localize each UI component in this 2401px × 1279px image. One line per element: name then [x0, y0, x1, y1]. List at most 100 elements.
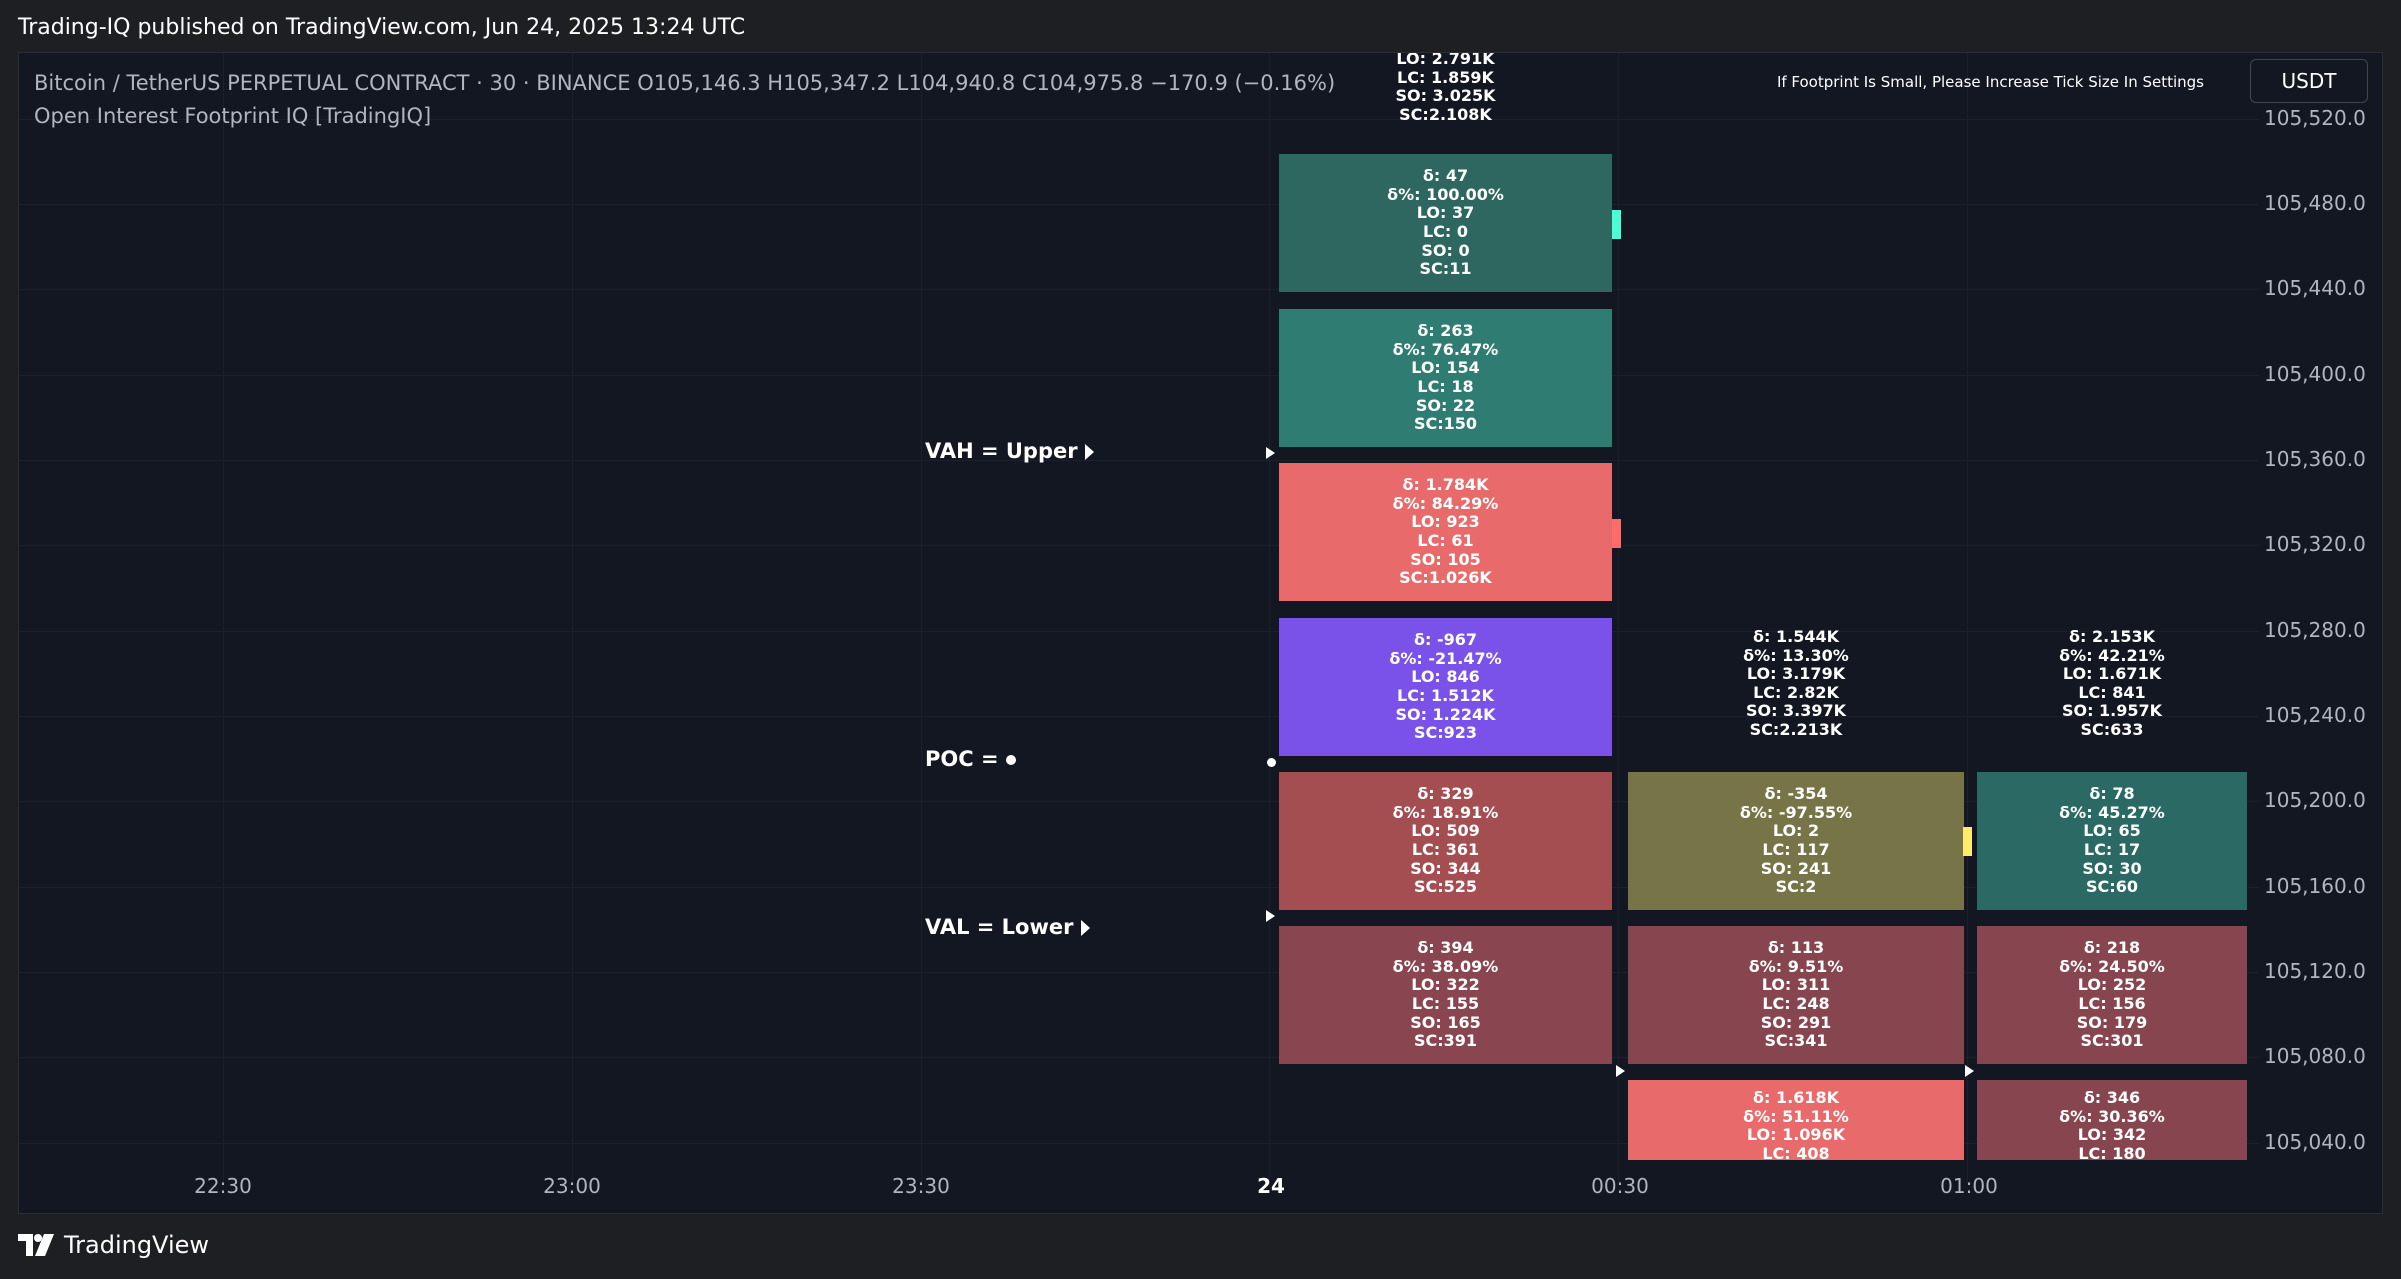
cell-line: SC:2 [1775, 877, 1817, 897]
cell-line: LO: 509 [1411, 821, 1480, 841]
cell-line: LO: 1.096K [1746, 1125, 1846, 1145]
cell-line: SO: 241 [1760, 858, 1832, 878]
cell-line: LC: 117 [1762, 840, 1830, 859]
grid-line [19, 204, 2259, 205]
footprint-cell[interactable]: δ: 394 δ%: 38.09% LO: 322 LC: 155 SO: 16… [1279, 926, 1612, 1064]
price-tick: 105,320.0 [2264, 532, 2366, 556]
tradingview-logo[interactable]: TradingView [18, 1231, 209, 1259]
cell-line: LC: 18 [1417, 377, 1474, 396]
footprint-cell[interactable]: δ: 1.784K δ%: 84.29% LO: 923 LC: 61 SO: … [1279, 463, 1612, 601]
chart-pane[interactable]: Bitcoin / TetherUS PERPETUAL CONTRACT · … [18, 52, 2383, 1214]
price-tick: 105,520.0 [2264, 106, 2366, 130]
grid-line [19, 716, 2259, 717]
cell-line: δ%: 18.91% [1392, 802, 1499, 822]
grid-line [19, 289, 2259, 290]
cell-line: δ%: 24.50% [2059, 956, 2165, 976]
val-arrow-icon [1965, 1065, 1974, 1077]
cell-line: δ%: 100.00% [1387, 184, 1504, 204]
cell-line: SO: 291 [1760, 1012, 1832, 1032]
grid-line [19, 887, 2259, 888]
cell-line: δ%: 84.29% [1392, 493, 1499, 513]
symbol-ohlc-line[interactable]: Bitcoin / TetherUS PERPETUAL CONTRACT · … [34, 71, 1336, 95]
imbalance-marker [1612, 210, 1621, 239]
summary-line: SC:2.108K [1399, 104, 1492, 124]
val-arrow-icon [1616, 1065, 1625, 1077]
grid-line [19, 1057, 2259, 1058]
grid-line [19, 119, 2259, 120]
cell-line: LC: 155 [1411, 994, 1480, 1013]
price-tick: 105,360.0 [2264, 447, 2366, 471]
summary-line: SO: 3.397K [1745, 701, 1847, 721]
cell-line: δ: 263 [1417, 321, 1474, 341]
summary-line: LC: 1.859K [1397, 67, 1494, 87]
cell-line: LC: 17 [2083, 840, 2141, 859]
cell-line: δ%: 51.11% [1743, 1106, 1849, 1126]
price-tick: 105,040.0 [2264, 1130, 2366, 1154]
cell-line: LC: 61 [1417, 531, 1474, 550]
cell-line: δ: -354 [1764, 784, 1828, 804]
time-tick: 23:30 [892, 1174, 950, 1198]
summary-line: LC: 2.82K [1753, 682, 1839, 702]
price-tick: 105,160.0 [2264, 874, 2366, 898]
imbalance-marker [1612, 519, 1621, 548]
footprint-cell[interactable]: δ: 113 δ%: 9.51% LO: 311 LC: 248 SO: 291… [1628, 926, 1964, 1064]
cell-line: δ: 78 [2089, 784, 2135, 804]
cell-line: δ%: -21.47% [1389, 648, 1502, 668]
summary-line: SC:633 [2080, 719, 2144, 739]
footprint-cell[interactable]: δ: 329 δ%: 18.91% LO: 509 LC: 361 SO: 34… [1279, 772, 1612, 910]
summary-line: LC: 841 [2078, 682, 2146, 702]
cell-line: LC: 361 [1411, 840, 1480, 859]
footprint-cell[interactable]: δ: -354 δ%: -97.55% LO: 2 LC: 117 SO: 24… [1628, 772, 1964, 910]
time-tick: 00:30 [1591, 1174, 1649, 1198]
cell-line: SC:301 [2080, 1031, 2144, 1051]
cell-line: δ%: -97.55% [1739, 802, 1853, 822]
cell-line: LO: 846 [1411, 667, 1480, 687]
cell-line: SO: 165 [1410, 1012, 1481, 1032]
indicator-name[interactable]: Open Interest Footprint IQ [TradingIQ] [34, 104, 432, 128]
cell-line: δ: 113 [1767, 938, 1825, 958]
grid-line [19, 631, 2259, 632]
footprint-cell[interactable]: δ: 218 δ%: 24.50% LO: 252 LC: 156 SO: 17… [1977, 926, 2247, 1064]
vah-arrow-icon [1266, 447, 1275, 459]
cell-line: SO: 22 [1415, 395, 1476, 415]
grid-line [19, 801, 2259, 802]
cell-line: δ: -967 [1414, 630, 1477, 650]
footprint-cell[interactable]: δ: 47 δ%: 100.00% LO: 37 LC: 0 SO: 0 SC:… [1279, 154, 1612, 292]
cell-line: SO: 105 [1410, 549, 1481, 569]
grid-line [19, 375, 2259, 376]
cell-line: δ: 47 [1422, 166, 1469, 186]
time-tick: 24 [1257, 1174, 1285, 1198]
time-tick: 22:30 [194, 1174, 252, 1198]
footprint-cell[interactable]: δ: 263 δ%: 76.47% LO: 154 LC: 18 SO: 22 … [1279, 309, 1612, 447]
summary-line: δ: 1.544K [1753, 627, 1839, 646]
footprint-summary: LO: 2.791K LC: 1.859K SO: 3.025K SC:2.10… [1279, 52, 1612, 124]
cell-line: δ: 1.784K [1402, 475, 1489, 495]
cell-line: δ: 329 [1417, 784, 1474, 804]
price-tick: 105,400.0 [2264, 362, 2366, 386]
chart-legend[interactable]: Bitcoin / TetherUS PERPETUAL CONTRACT · … [34, 67, 1335, 133]
summary-line: SC:2.213K [1749, 719, 1843, 739]
cell-line: δ%: 9.51% [1748, 956, 1844, 976]
cell-line: SC:150 [1413, 414, 1478, 434]
price-tick: 105,440.0 [2264, 276, 2366, 300]
footprint-cell[interactable]: δ: 346 δ%: 30.36% LO: 342 LC: 180 [1977, 1080, 2247, 1160]
imbalance-marker [1963, 827, 1972, 856]
price-tick: 105,120.0 [2264, 959, 2366, 983]
cell-line: LO: 342 [2077, 1125, 2147, 1145]
cell-line: SO: 179 [2076, 1012, 2148, 1032]
footprint-summary: δ: 2.153K δ%: 42.21% LO: 1.671K LC: 841 … [1977, 627, 2247, 740]
footprint-cell[interactable]: δ: 78 δ%: 45.27% LO: 65 LC: 17 SO: 30 SC… [1977, 772, 2247, 910]
summary-line: SO: 3.025K [1395, 86, 1496, 106]
cell-line: δ%: 38.09% [1392, 956, 1499, 976]
summary-line: LO: 2.791K [1396, 52, 1495, 68]
cell-line: LO: 154 [1411, 358, 1480, 378]
grid-line [19, 545, 2259, 546]
cell-line: LO: 923 [1411, 512, 1480, 532]
footprint-cell[interactable]: δ: 1.618K δ%: 51.11% LO: 1.096K LC: 408 [1628, 1080, 1964, 1160]
price-tick: 105,240.0 [2264, 703, 2366, 727]
grid-line [223, 53, 224, 1183]
cell-line: LC: 248 [1762, 994, 1830, 1013]
currency-button[interactable]: USDT [2250, 59, 2368, 103]
footprint-cell[interactable]: δ: -967 δ%: -21.47% LO: 846 LC: 1.512K S… [1279, 618, 1612, 756]
grid-line [1269, 53, 1270, 1183]
